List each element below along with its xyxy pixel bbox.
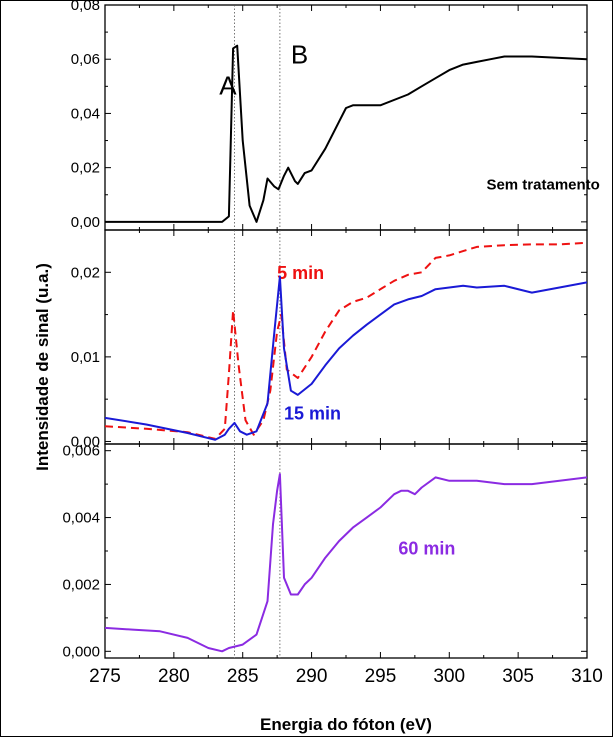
y-tick-label: 0,01 bbox=[71, 349, 100, 366]
y-tick-label: 0,04 bbox=[71, 105, 100, 122]
y-tick-label: 0,06 bbox=[71, 51, 100, 68]
y-tick-label: 0,000 bbox=[62, 643, 100, 660]
panel-frame bbox=[104, 443, 588, 659]
x-tick-label: 285 bbox=[227, 666, 259, 687]
y-tick-label: 0,002 bbox=[62, 576, 100, 593]
y-tick-label: 0,02 bbox=[71, 160, 100, 177]
series-label: Sem tratamento bbox=[486, 176, 599, 193]
x-tick-label: 310 bbox=[571, 666, 603, 687]
x-tick-label: 305 bbox=[502, 666, 534, 687]
panel-2: 0,00 0,01 0,02 5 min 15 min bbox=[71, 229, 588, 450]
series-label: 60 min bbox=[398, 538, 455, 558]
panel-3: 0,000 0,002 0,004 0,006 60 min bbox=[62, 443, 588, 660]
peak-annotation-a: A bbox=[219, 70, 237, 100]
y-tick-label: 0,006 bbox=[62, 443, 100, 460]
panel-frame bbox=[104, 4, 588, 231]
panel-1: 0,00 0,02 0,04 0,06 0,08 Sem tratamento A B bbox=[71, 0, 600, 231]
y-tick-label: 0,02 bbox=[71, 264, 100, 281]
y-tick-label: 0,08 bbox=[71, 0, 100, 14]
y-tick-label: 0,00 bbox=[71, 214, 100, 231]
series-label: 15 min bbox=[284, 403, 341, 423]
panel-frame bbox=[104, 229, 588, 445]
y-tick-label: 0,004 bbox=[62, 510, 100, 527]
y-axis-title: Intensidade de sinal (u.a.) bbox=[33, 263, 52, 471]
series-label: 5 min bbox=[277, 263, 324, 283]
peak-annotation-b: B bbox=[291, 39, 308, 69]
x-tick-label: 300 bbox=[433, 666, 465, 687]
series-line-60-min bbox=[105, 473, 587, 653]
y-tick-label: 0,00 bbox=[71, 433, 100, 450]
series-line-sem-tratamento bbox=[105, 44, 587, 223]
x-tick-label: 290 bbox=[296, 666, 328, 687]
x-tick-label: 280 bbox=[158, 666, 190, 687]
x-axis-title: Energia do fóton (eV) bbox=[260, 715, 432, 734]
series-line-5-min bbox=[105, 241, 587, 440]
series-line-15-min bbox=[105, 275, 587, 441]
x-tick-label: 295 bbox=[365, 666, 397, 687]
x-tick-label: 275 bbox=[89, 666, 121, 687]
x-axis: 275 280 285 290 295 300 305 310 bbox=[89, 666, 603, 687]
